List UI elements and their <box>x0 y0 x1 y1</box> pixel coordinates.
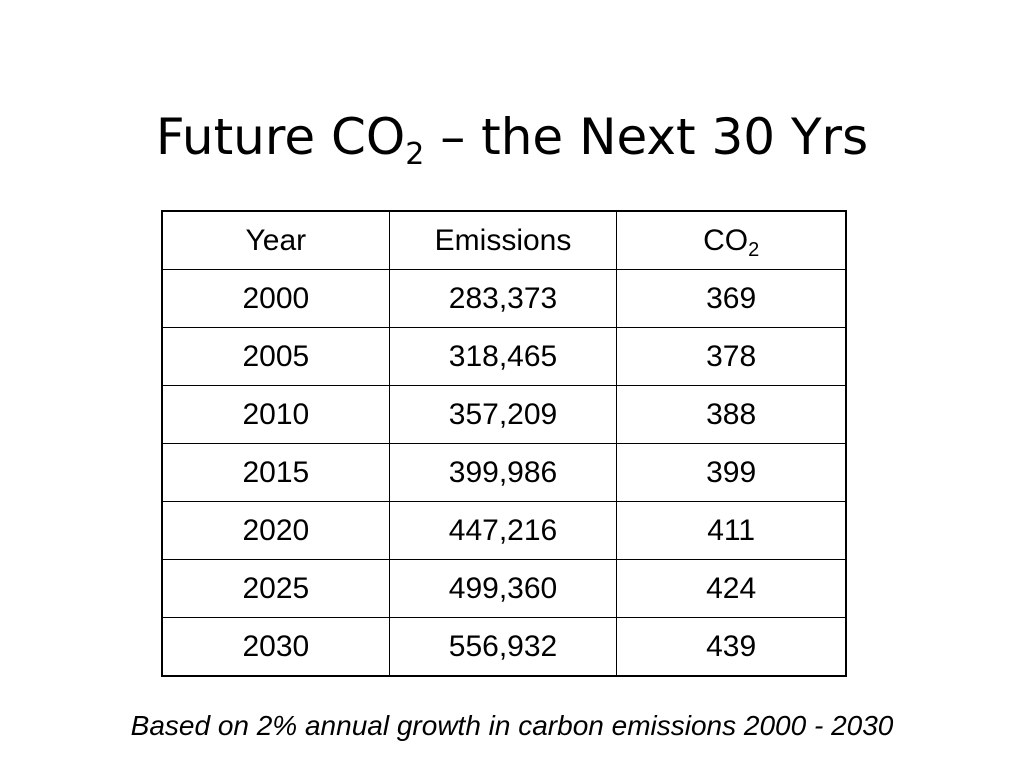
table-row: 2030 556,932 439 <box>161 617 847 677</box>
table-row: 2015 399,986 399 <box>161 443 847 502</box>
cell-year: 2025 <box>161 559 390 618</box>
cell-emissions: 318,465 <box>388 327 618 386</box>
cell-emissions: 499,360 <box>388 559 618 618</box>
cell-year: 2010 <box>161 385 390 444</box>
table-row: 2005 318,465 378 <box>161 327 847 386</box>
table-row: 2010 357,209 388 <box>161 385 847 444</box>
footnote: Based on 2% annual growth in carbon emis… <box>130 710 894 741</box>
cell-emissions: 283,373 <box>388 269 618 328</box>
title-text: Future CO <box>155 108 406 166</box>
title-subscript: 2 <box>405 137 425 172</box>
cell-year: 2005 <box>161 327 390 386</box>
cell-year: 2015 <box>161 443 390 502</box>
table-header-row: Year Emissions CO2 <box>161 210 847 270</box>
cell-co2: 369 <box>616 269 847 328</box>
cell-emissions: 357,209 <box>388 385 618 444</box>
cell-emissions: 556,932 <box>388 617 618 677</box>
table-row: 2000 283,373 369 <box>161 269 847 328</box>
emissions-table: Year Emissions CO2 2000 283,373 369 2005… <box>161 210 847 677</box>
header-co2-text: CO <box>703 223 749 257</box>
cell-co2: 388 <box>616 385 847 444</box>
cell-co2: 439 <box>616 617 847 677</box>
cell-emissions: 399,986 <box>388 443 618 502</box>
cell-co2: 424 <box>616 559 847 618</box>
cell-year: 2020 <box>161 501 390 560</box>
cell-co2: 378 <box>616 327 847 386</box>
cell-co2: 399 <box>616 443 847 502</box>
table-row: 2025 499,360 424 <box>161 559 847 618</box>
header-year: Year <box>161 210 390 270</box>
table-row: 2020 447,216 411 <box>161 501 847 560</box>
slide-title: Future CO2 – the Next 30 Yrs <box>0 100 1024 174</box>
cell-emissions: 447,216 <box>388 501 618 560</box>
cell-co2: 411 <box>616 501 847 560</box>
title-text-rest: – the Next 30 Yrs <box>424 108 869 166</box>
header-emissions: Emissions <box>388 210 618 270</box>
cell-year: 2000 <box>161 269 390 328</box>
header-co2-subscript: 2 <box>748 238 760 261</box>
header-co2: CO2 <box>616 210 847 270</box>
cell-year: 2030 <box>161 617 390 677</box>
